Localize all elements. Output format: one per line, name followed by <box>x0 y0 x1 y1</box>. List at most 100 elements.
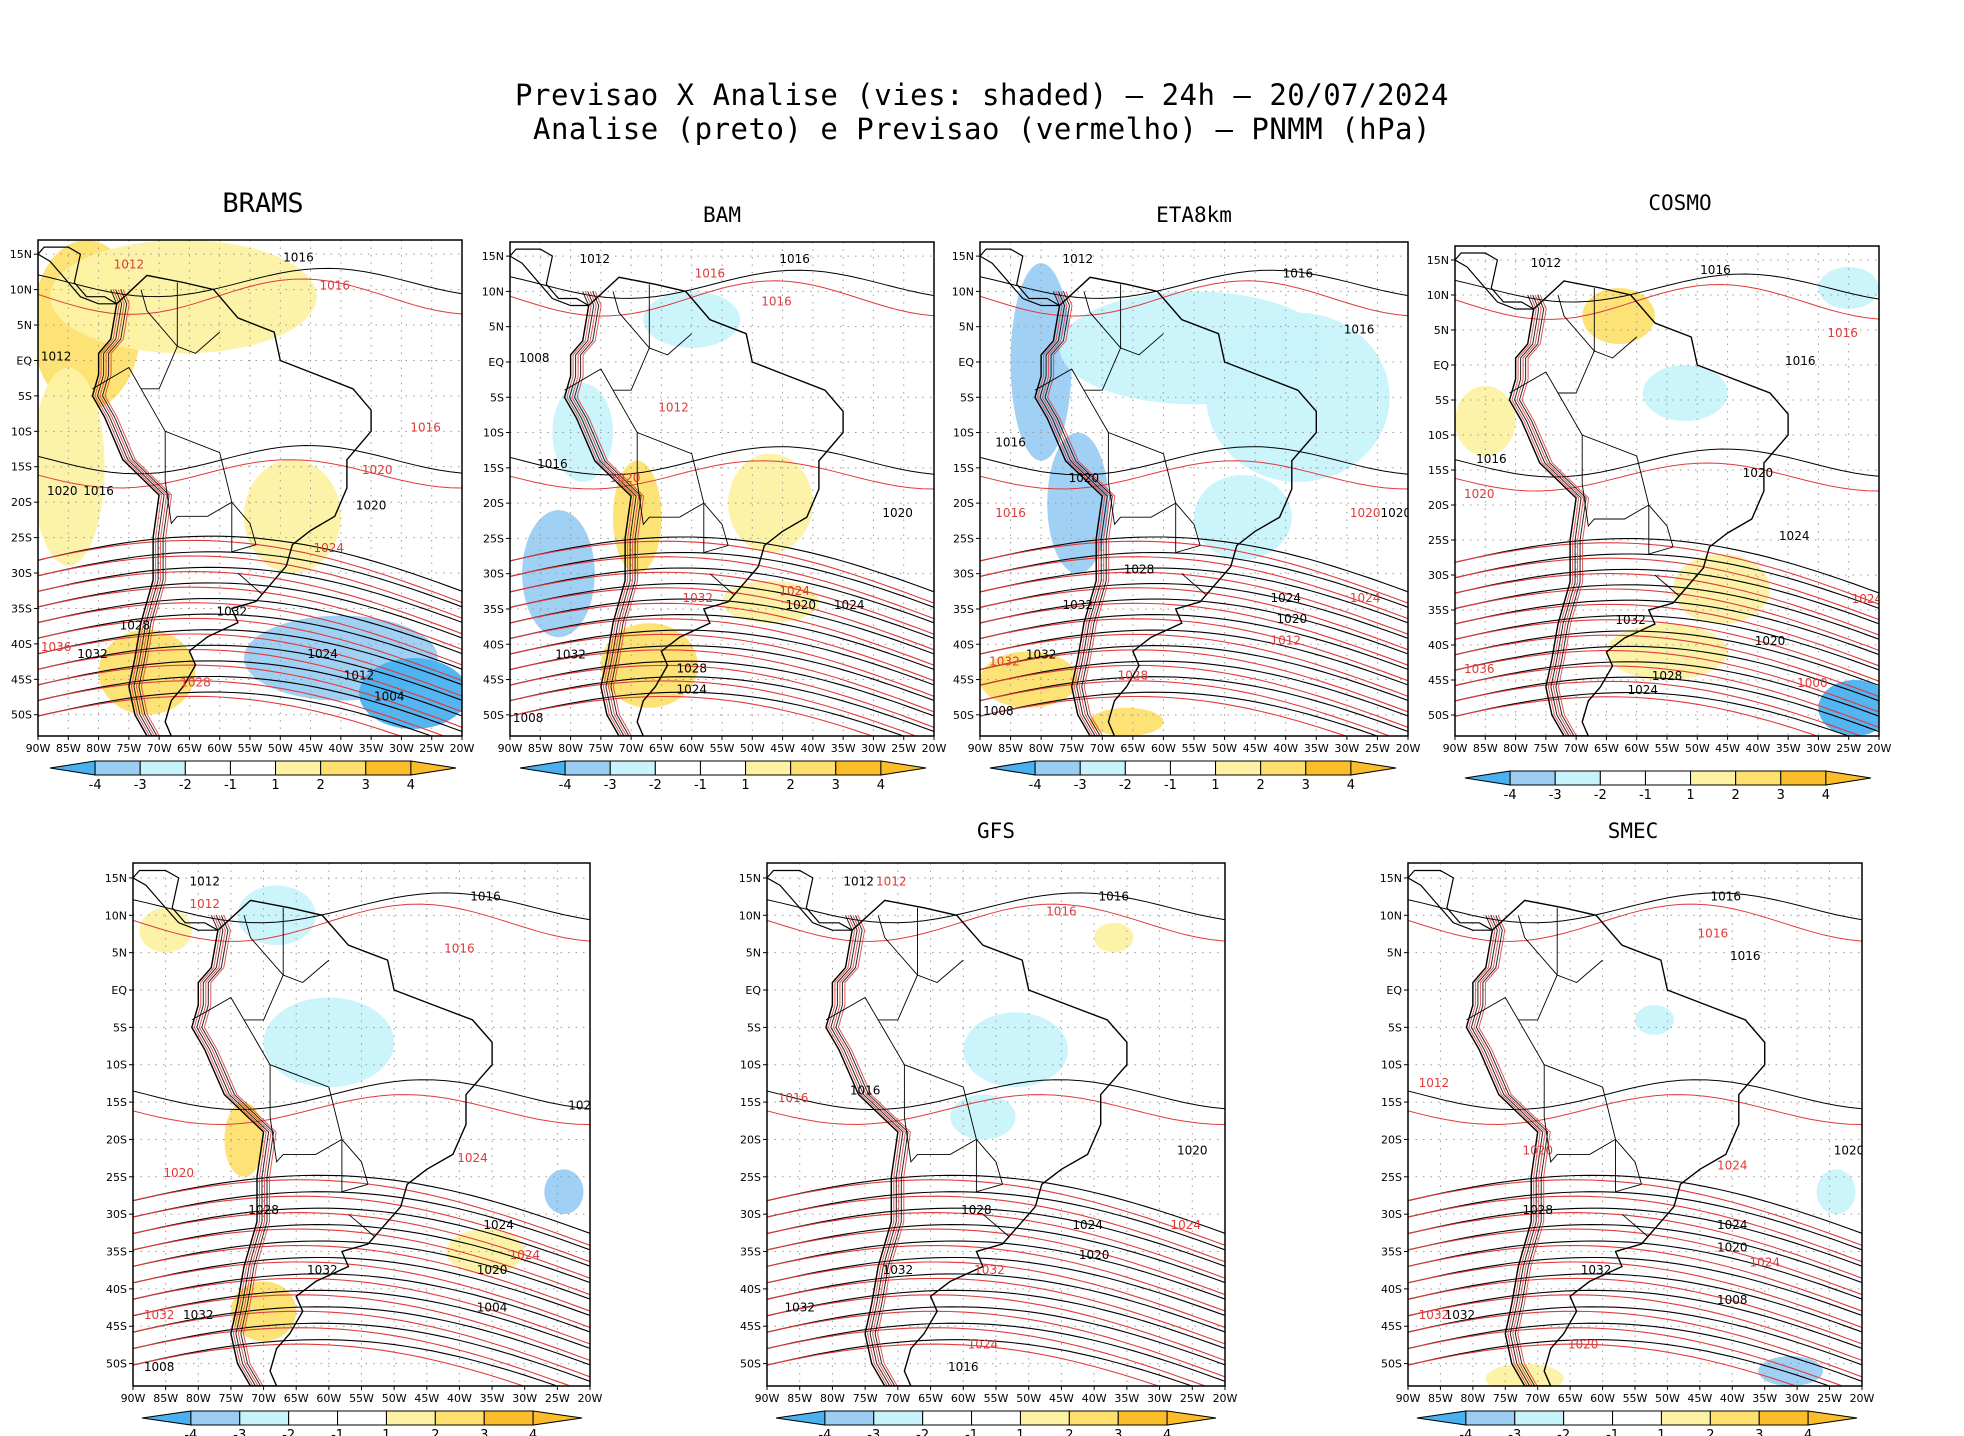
isobar <box>38 566 462 623</box>
coastline-south-america <box>825 899 1128 1386</box>
colorbar-label: 3 <box>1302 778 1310 793</box>
isobar <box>767 1244 1225 1312</box>
colorbar-segment <box>609 760 656 776</box>
analysis-contour-label: 1020 <box>568 1099 599 1113</box>
x-tick-label: 20W <box>578 1392 603 1405</box>
isobar <box>38 648 462 713</box>
colorbar-arrow-left <box>519 760 566 776</box>
y-tick-label: 10S <box>1381 1059 1402 1072</box>
colorbar-label: 3 <box>1755 1428 1763 1436</box>
y-tick-label: 30S <box>953 568 974 581</box>
analysis-contour-label: 1016 <box>1476 452 1507 466</box>
isobar <box>767 1261 1225 1329</box>
colorbar-segment <box>1660 1410 1711 1426</box>
y-tick-label: 15S <box>1428 464 1449 477</box>
y-tick-label: 5S <box>1435 394 1449 407</box>
map-area: 1012 101610081016102010241020103210281024… <box>510 242 934 736</box>
x-tick-label: 90W <box>498 742 523 755</box>
forecast-contour-label: 1024 <box>1749 1255 1780 1269</box>
x-tick-label: 20W <box>450 742 475 755</box>
analysis-contour-label: 1028 <box>961 1203 992 1217</box>
x-tick-label: 35W <box>480 1392 505 1405</box>
y-tick-label: 50S <box>740 1358 761 1371</box>
forecast-contour-label: 1012 <box>876 874 907 888</box>
isobar <box>1408 1191 1862 1251</box>
isobar <box>510 660 934 717</box>
panel-title: GFS <box>977 819 1015 843</box>
colorbar-arrow-left <box>141 1410 192 1426</box>
forecast-contour-label: 1024 <box>1852 592 1883 606</box>
isobar <box>767 892 1225 924</box>
country-border <box>982 1213 1010 1237</box>
y-tick-label: 30S <box>1381 1208 1402 1221</box>
colorbar: -4 -3 -2 -1 1 2 3 4 <box>49 760 457 793</box>
x-tick-label: 75W <box>588 742 613 755</box>
y-tick-label: 20S <box>953 497 974 510</box>
isobar <box>576 291 645 736</box>
x-tick-label: 50W <box>1016 1392 1041 1405</box>
isobar <box>133 1094 590 1126</box>
forecast-contour-label: 1016 <box>320 279 351 293</box>
y-tick-label: 35S <box>1381 1246 1402 1259</box>
y-tick-label: EQ <box>16 354 32 367</box>
isobar <box>767 1174 1225 1234</box>
bias-region <box>1094 922 1134 953</box>
colorbar-label: 4 <box>1347 778 1355 793</box>
isobar <box>1408 892 1862 924</box>
isobar <box>133 1240 590 1300</box>
panel-title: BAM <box>703 203 741 227</box>
colorbar-label: 1 <box>382 1428 390 1436</box>
y-tick-label: 15S <box>106 1096 127 1109</box>
isobar <box>1408 1306 1862 1366</box>
colorbar-segment <box>922 1410 973 1426</box>
analysis-contour-label: 1016 <box>470 889 501 903</box>
colorbar-segment <box>1735 770 1782 786</box>
isobar <box>201 915 275 1386</box>
y-tick-label: 15N <box>105 872 127 885</box>
analysis-contour-label: 1020 <box>356 498 387 512</box>
isobar <box>133 1224 590 1284</box>
isobar <box>980 660 1408 717</box>
x-tick-label: 20W <box>1867 742 1892 755</box>
colorbar-arrow-right <box>410 760 457 776</box>
y-tick-label: 35S <box>953 603 974 616</box>
analysis-contour-label: 1028 <box>1652 669 1683 683</box>
isobar <box>510 629 934 686</box>
colorbar-arrow-right <box>1825 770 1872 786</box>
isobar <box>38 675 462 733</box>
isobar <box>38 597 462 655</box>
isobar <box>38 633 462 697</box>
isobar <box>1408 1294 1862 1361</box>
y-tick-label: EQ <box>488 356 504 369</box>
x-tick-label: 50W <box>1655 1392 1680 1405</box>
x-tick-label: 55W <box>984 1392 1009 1405</box>
country-border <box>341 1139 369 1193</box>
isobar <box>196 915 270 1386</box>
x-tick-label: 30W <box>1785 1392 1810 1405</box>
y-tick-label: 10S <box>953 427 974 440</box>
colorbar-arrow-right <box>1166 1410 1217 1426</box>
forecast-contour-label: 1028 <box>1118 669 1149 683</box>
x-tick-label: 35W <box>359 742 384 755</box>
analysis-contour-label: 1032 <box>555 647 586 661</box>
coastline-south-america <box>191 899 493 1386</box>
isobar <box>980 676 1408 733</box>
x-tick-label: 30W <box>1806 742 1831 755</box>
coastline-central-america <box>767 869 853 931</box>
x-tick-label: 25W <box>1817 1392 1842 1405</box>
isobar <box>980 618 1408 682</box>
isobar <box>510 614 934 670</box>
isobar <box>510 567 934 624</box>
y-tick-label: 25S <box>1428 534 1449 547</box>
y-tick-label: 45S <box>483 674 504 687</box>
isobar <box>1455 573 1879 636</box>
isobar <box>1473 915 1546 1386</box>
isobar <box>133 1306 590 1366</box>
isobar <box>133 1179 590 1246</box>
x-tick-label: 20W <box>1396 742 1421 755</box>
y-tick-label: 5S <box>1388 1021 1402 1034</box>
isobar <box>980 571 1408 635</box>
isobar <box>510 664 934 728</box>
coastline-central-america <box>980 248 1060 307</box>
